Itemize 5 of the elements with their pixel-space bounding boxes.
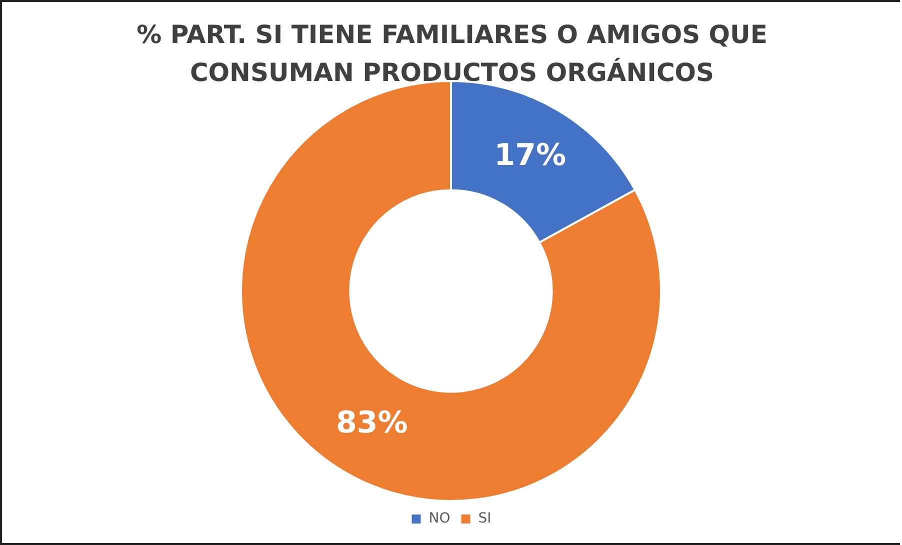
data-label: 83% xyxy=(336,406,408,441)
chart-title: % PART. SI TIENE FAMILIARES O AMIGOS QUE CONSUMAN PRODUCTOS ORGÁNICOS xyxy=(136,19,768,89)
data-label: 17% xyxy=(494,138,566,174)
legend-label: SI xyxy=(478,510,492,527)
legend-label: NO xyxy=(428,510,450,527)
